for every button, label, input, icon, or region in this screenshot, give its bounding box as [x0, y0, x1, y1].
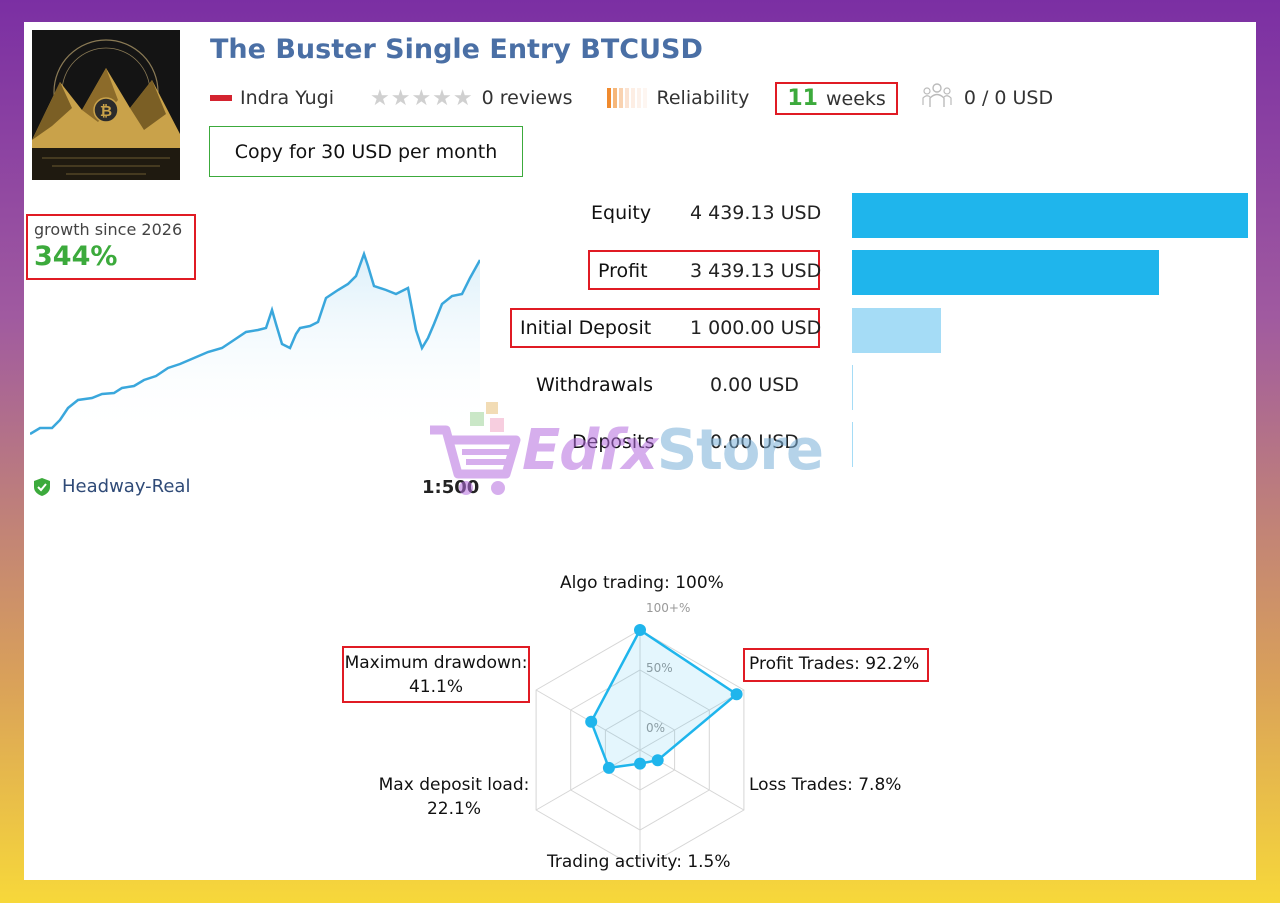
signal-logo: ₿: [32, 30, 180, 180]
weeks-number: 11: [787, 85, 818, 111]
radar-grid-ring: [535, 629, 745, 862]
radar-data-points: [585, 624, 743, 774]
reviews-link[interactable]: 0 reviews: [481, 87, 573, 109]
stat-bar-initial-deposit: [852, 308, 941, 353]
reliability-bars-icon: [606, 88, 649, 108]
growth-value: 344%: [34, 241, 118, 272]
stat-bar-equity: [852, 193, 1248, 238]
radar-point-max-deposit-load: [602, 761, 615, 774]
radar-label-profit-trades: Profit Trades: 92.2%: [749, 654, 920, 674]
growth-label: growth since 2026: [34, 220, 183, 239]
country-flag-icon: [210, 95, 232, 101]
reliability-label: Reliability: [656, 87, 750, 109]
broker-name[interactable]: Headway-Real: [62, 476, 191, 497]
rating-stars-icon[interactable]: ★★★★★: [370, 85, 474, 111]
radar-point-algo-trading: [634, 624, 646, 636]
radar-axis-line: [639, 689, 745, 751]
radar-point-max-drawdown: [585, 715, 598, 728]
radar-chart: 100+% 50% 0%: [535, 601, 745, 862]
verified-shield-icon: [34, 477, 50, 496]
subscribers-icon: [922, 81, 952, 115]
radar-grid: [535, 629, 745, 862]
growth-chart: [30, 250, 480, 438]
max-drawdown-value: 41.1%: [408, 677, 463, 697]
radar-grid-label-100: 100+%: [646, 601, 690, 615]
stat-label-initial-deposit: Initial Deposit: [520, 317, 652, 339]
stat-value-withdrawals: 0.00 USD: [710, 374, 799, 396]
profit-trades-highlight: [743, 648, 929, 682]
max-deposit-load-label: Max deposit load:: [378, 775, 530, 795]
radar-point-trading-activity: [634, 757, 646, 770]
radar-label-loss-trades: Loss Trades: 7.8%: [749, 775, 902, 795]
stat-label-withdrawals: Withdrawals: [536, 374, 654, 396]
stat-label-equity: Equity: [591, 202, 652, 224]
radar-label-trading-activity: Trading activity: 1.5%: [547, 852, 731, 872]
stat-value-initial-deposit: 1 000.00 USD: [690, 317, 822, 339]
stat-value-equity: 4 439.13 USD: [690, 202, 822, 224]
broker-info[interactable]: Headway-Real: [32, 476, 190, 497]
stat-bar-profit: [852, 250, 1159, 295]
radar-label-algo-trading: Algo trading: 100%: [560, 573, 724, 593]
stat-label-profit: Profit: [598, 260, 648, 282]
signal-meta-row: Indra Yugi ★★★★★ 0 reviews Reliability 1…: [210, 81, 1054, 115]
radar-data-polygon: [589, 628, 739, 770]
initial-deposit-highlight: [510, 308, 820, 348]
max-drawdown-highlight: [342, 646, 530, 703]
radar-grid-label-50: 50%: [646, 661, 673, 675]
page-title[interactable]: The Buster Single Entry BTCUSD: [210, 34, 703, 65]
weeks-unit: weeks: [825, 87, 886, 110]
stat-bar-deposits: [852, 422, 853, 467]
stat-value-profit: 3 439.13 USD: [690, 260, 822, 282]
growth-chart-line: [30, 250, 480, 436]
copy-subscribe-button[interactable]: Copy for 30 USD per month: [209, 126, 523, 177]
leverage-value: 1:500: [422, 477, 480, 498]
signal-card: ₿ The Buster Single Entry BTCUSD Indra Y…: [24, 22, 1256, 880]
max-deposit-load-value: 22.1%: [426, 799, 481, 819]
radar-label-max-drawdown: Maximum drawdown: 41.1%: [344, 651, 528, 699]
max-drawdown-label: Maximum drawdown:: [344, 653, 528, 673]
radar-point-profit-trades: [730, 688, 743, 701]
stat-label-deposits: Deposits: [572, 431, 655, 453]
stat-value-deposits: 0.00 USD: [710, 431, 799, 453]
radar-grid-label-0: 0%: [646, 721, 665, 735]
svg-text:₿: ₿: [100, 102, 112, 120]
stat-bar-withdrawals: [852, 365, 853, 410]
profit-highlight: [588, 250, 820, 290]
radar-label-max-deposit-load: Max deposit load: 22.1%: [372, 773, 536, 821]
radar-point-loss-trades: [651, 754, 664, 767]
subscribers-value: 0 / 0 USD: [963, 87, 1054, 109]
author-name[interactable]: Indra Yugi: [240, 87, 335, 109]
radar-axis-line: [535, 749, 641, 811]
weeks-badge: 11 weeks: [775, 81, 898, 115]
growth-chart-area: [30, 254, 480, 438]
growth-box: growth since 2026 344%: [26, 214, 196, 280]
